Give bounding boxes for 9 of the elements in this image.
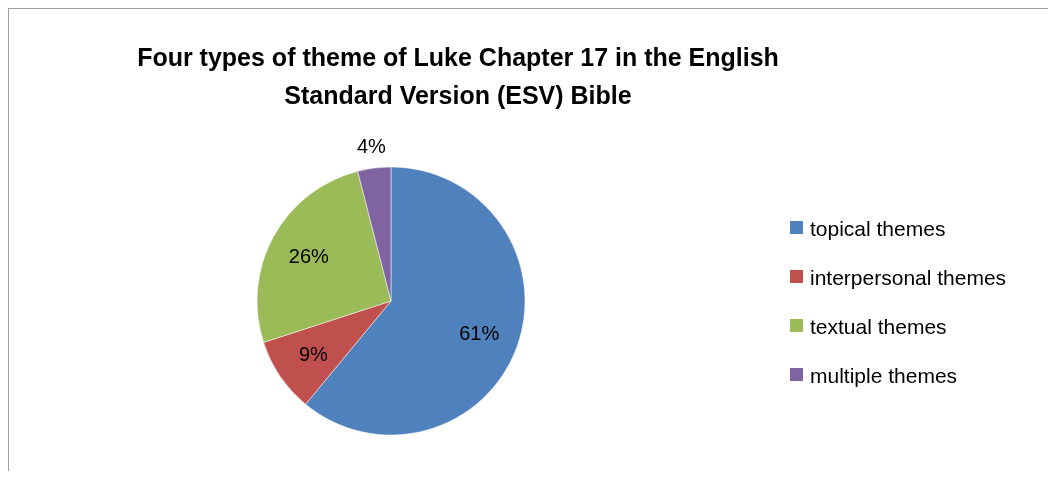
legend-label: multiple themes bbox=[810, 363, 958, 387]
legend-label: topical themes bbox=[810, 216, 946, 240]
chart-title: Four types of theme of Luke Chapter 17 in the English Standard Version (ESV) Bible bbox=[137, 43, 779, 109]
legend-label: interpersonal themes bbox=[810, 265, 1007, 289]
data-label: 61% bbox=[459, 321, 500, 344]
data-label: 26% bbox=[288, 244, 330, 267]
legend-label: textual themes bbox=[810, 314, 947, 338]
data-label: 9% bbox=[298, 342, 329, 365]
data-label: 4% bbox=[356, 135, 387, 158]
